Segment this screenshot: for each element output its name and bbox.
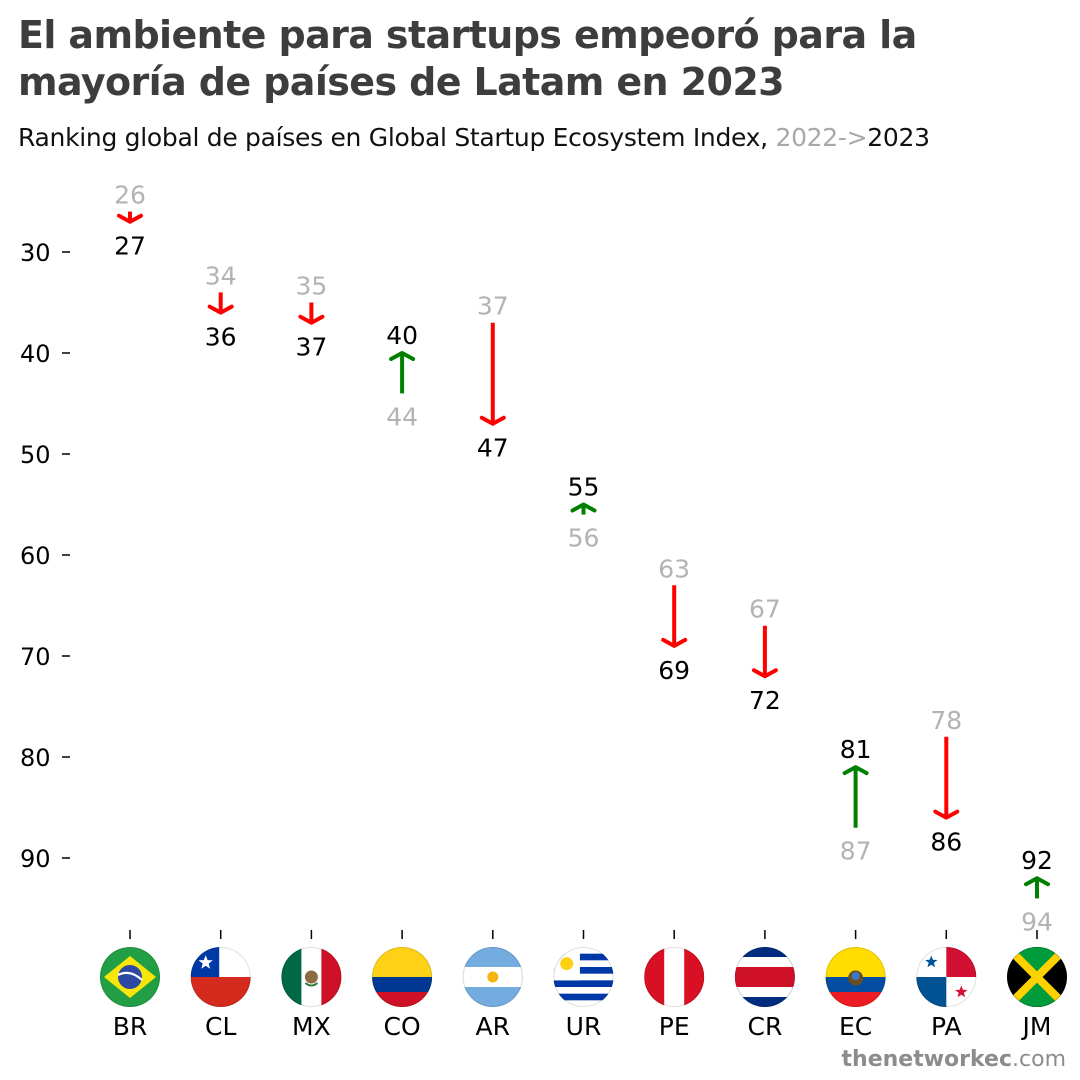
label-2023-cr: 72	[749, 686, 781, 715]
uruguay-flag-icon	[553, 947, 614, 1007]
arrow-head-ar	[479, 415, 506, 426]
label-2023-co: 40	[386, 321, 418, 350]
arrow-head-ur	[570, 502, 597, 513]
arrow-head-ec	[842, 765, 869, 776]
label-2023-pa: 86	[930, 828, 962, 857]
y-tick-label-60: 60	[20, 542, 51, 570]
x-label-ec: EC	[839, 1012, 872, 1041]
arrow-head-pa	[933, 809, 960, 820]
y-tick-label-80: 80	[20, 744, 51, 772]
subtitle-year-old: 2022->	[775, 123, 868, 152]
label-2022-pe: 63	[658, 554, 690, 583]
x-label-cr: CR	[747, 1012, 782, 1041]
chart-subtitle: Ranking global de países en Global Start…	[18, 121, 1078, 155]
arrow-head-mx	[298, 314, 325, 325]
y-tick-label-40: 40	[20, 340, 51, 368]
label-2023-ar: 47	[477, 434, 509, 463]
y-tick-label-90: 90	[20, 845, 51, 873]
subtitle-year-new: 2023	[867, 123, 930, 152]
x-label-pa: PA	[931, 1012, 962, 1041]
chart-title: El ambiente para startups empeoró para l…	[18, 13, 917, 104]
brazil-flag-icon	[100, 947, 160, 1007]
y-tick-label-30: 30	[20, 239, 51, 267]
arrow-head-pe	[661, 637, 688, 648]
label-2022-pa: 78	[930, 706, 962, 735]
x-label-jm: JM	[1021, 1012, 1052, 1041]
label-2022-ar: 37	[477, 292, 509, 321]
y-tick-label-70: 70	[20, 643, 51, 671]
arrow-head-cr	[751, 668, 778, 679]
subtitle-text: Ranking global de países en Global Start…	[18, 123, 768, 152]
arrow-head-cl	[207, 304, 234, 315]
jamaica-flag-icon	[1007, 947, 1067, 1007]
label-2023-br: 27	[114, 232, 146, 261]
chile-flag-icon	[190, 947, 251, 1007]
credit-rest: .com	[1012, 1047, 1066, 1072]
y-tick-label-50: 50	[20, 441, 51, 469]
credit-bold: thenetworkec	[841, 1047, 1013, 1072]
x-label-pe: PE	[659, 1012, 690, 1041]
label-2022-cl: 34	[205, 261, 237, 290]
label-2022-ur: 56	[568, 524, 600, 553]
label-2023-ec: 81	[840, 735, 872, 764]
x-label-cl: CL	[205, 1012, 236, 1041]
label-2022-cr: 67	[749, 595, 781, 624]
colombia-flag-icon	[372, 947, 433, 1007]
label-2022-co: 44	[386, 402, 418, 431]
arrow-head-br	[117, 213, 143, 224]
label-2023-jm: 92	[1021, 846, 1053, 875]
label-2023-ur: 55	[568, 473, 600, 502]
x-label-ur: UR	[566, 1012, 602, 1041]
mexico-flag-icon	[281, 947, 342, 1007]
costa-rica-flag-icon	[734, 947, 795, 1007]
label-2023-cl: 36	[205, 323, 237, 352]
x-label-mx: MX	[292, 1012, 331, 1041]
x-label-ar: AR	[476, 1012, 510, 1041]
argentina-flag-icon	[462, 947, 523, 1007]
arrow-head-jm	[1024, 876, 1050, 887]
label-2023-pe: 69	[658, 656, 690, 685]
label-2022-ec: 87	[840, 837, 872, 866]
label-2023-mx: 37	[295, 333, 327, 362]
arrow-head-co	[389, 351, 416, 361]
source-credit: thenetworkec.com	[842, 1047, 1066, 1072]
x-label-br: BR	[113, 1012, 148, 1041]
label-2022-br: 26	[114, 181, 146, 210]
peru-flag-icon	[644, 947, 705, 1007]
label-2022-mx: 35	[295, 272, 327, 301]
x-label-co: CO	[384, 1012, 421, 1041]
